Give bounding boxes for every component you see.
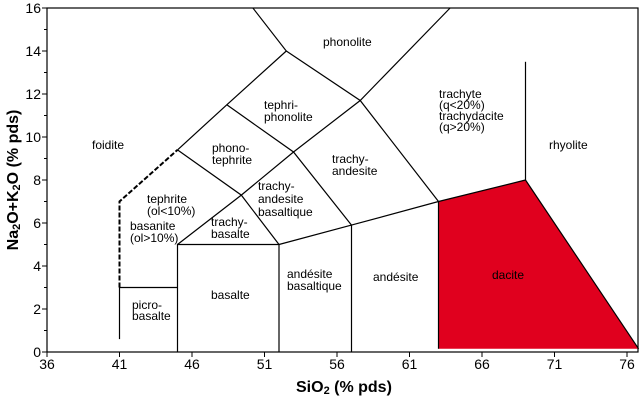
x-axis-label: SiO2 (% pds)	[296, 379, 392, 397]
y-tick-label: 6	[33, 215, 41, 231]
x-tick-label: 51	[256, 356, 273, 372]
label-basalte: basalte	[211, 288, 250, 302]
label-tephrite: tephrite (ol<10%)	[147, 192, 196, 218]
label-andesite: andésite	[373, 270, 419, 284]
label-phonotephrite: phono-tephrite	[212, 141, 253, 167]
field-boundaries	[118, 7, 640, 352]
boundary-line-2	[176, 243, 280, 352]
label-picrobasalte: picro-basalte	[132, 298, 171, 323]
label-trachyandesite: trachy-andesite	[332, 152, 378, 178]
label-basanite: basanite (ol>10%)	[130, 219, 179, 245]
label-rhyolite: rhyolite	[549, 138, 588, 152]
x-tick-label: 71	[546, 356, 563, 372]
label-trachyandesite-basaltique: trachy-andesite basaltique	[258, 179, 313, 219]
x-tick-label: 36	[39, 356, 55, 372]
boundary-line-7	[525, 179, 640, 350]
label-phonolite: phonolite	[323, 35, 372, 49]
dashed-boundary-line-0	[118, 149, 179, 288]
dacite-field-fill	[438, 180, 639, 349]
x-tick-label: 76	[619, 356, 635, 372]
x-tick-label: 66	[474, 356, 490, 372]
boundary-line-3	[278, 179, 526, 246]
axis-ticks	[42, 7, 628, 357]
label-trachyte-trachydacite: trachyte (q<20%) trachydacite (q>20%)	[439, 87, 504, 134]
label-andesite-basaltique: andésite basaltique	[287, 267, 342, 293]
y-tick-label: 12	[25, 86, 41, 102]
y-tick-label: 2	[33, 301, 41, 317]
y-tick-label: 8	[33, 172, 41, 188]
boundary-line-8	[177, 7, 288, 151]
label-tephriphonolite: tephri-phonolite	[264, 98, 313, 124]
y-tick-label: 4	[33, 258, 41, 274]
x-tick-label: 41	[111, 356, 128, 372]
label-dacite: dacite	[492, 268, 525, 282]
y-tick-label: 10	[25, 129, 41, 145]
boundary-line-12	[285, 50, 439, 202]
x-tick-label: 56	[329, 356, 345, 372]
label-foidite: foidite	[92, 138, 125, 152]
y-tick-label: 16	[25, 0, 41, 16]
y-tick-label: 14	[25, 43, 41, 59]
x-tick-label: 61	[401, 356, 418, 372]
boundary-line-11	[226, 104, 352, 226]
label-trachybasalte: trachy-basalte	[211, 215, 250, 241]
x-tick-label: 46	[184, 356, 200, 372]
y-tick-label: 0	[33, 344, 41, 360]
y-axis-label: Na2O+K2O (% pds)	[5, 109, 23, 251]
